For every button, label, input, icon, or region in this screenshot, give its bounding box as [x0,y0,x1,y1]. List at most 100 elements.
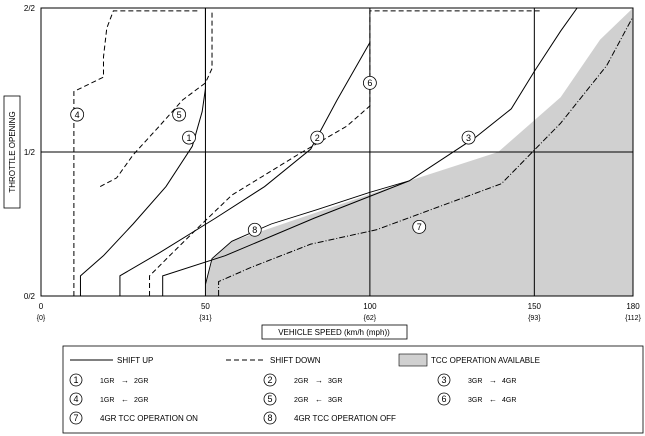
legend: SHIFT UP SHIFT DOWN TCC OPERATION AVAILABL… [62,345,644,434]
legend-item-circle [263,373,277,387]
legend-shift-up-label: SHIFT UP [117,356,153,365]
series-line-6 [149,10,541,296]
legend-item-num: 4 [73,394,78,404]
marker-label: 8 [252,225,257,235]
series-line-1 [79,8,206,296]
plot-area: 1 2 3 4 5 6 7 8 [40,7,634,297]
legend-item-num: 2 [267,375,272,385]
x-tick-label: 0 [39,302,44,311]
series-marker-6: 6 [362,75,377,90]
legend-item-to: 2GR [134,378,148,385]
legend-box [62,345,644,434]
x-tick-label: 100 [363,302,377,311]
legend-item-num: 3 [441,375,446,385]
marker-circle [172,107,187,122]
legend-item-to: 2GR [134,397,148,404]
legend-item-circle [437,392,451,406]
marker-label: 6 [367,78,372,88]
legend-item-arrow: → [489,376,497,385]
series-line-2 [119,42,371,296]
y-tick-label: 1/2 [24,148,36,157]
legend-item-1: 1 1GR → 2GR [69,373,148,387]
legend-item-from: 1GR [100,378,114,385]
legend-item-circle [69,392,83,406]
legend-item-num: 1 [73,375,78,385]
legend-item-5: 5 2GR ← 3GR [263,392,342,406]
series-line-8 [205,180,410,285]
marker-circle [412,219,427,234]
x-tick-label: 180 [626,302,640,311]
marker-circle [310,130,325,145]
x-tick-label: 50 [201,302,210,311]
legend-item-3: 3 3GR → 4GR [437,373,516,387]
y-axis-title: THROTTLE OPENING [3,95,21,209]
x-axis-title-box [261,324,408,340]
marker-label: 5 [177,110,182,120]
legend-item-circle [69,373,83,387]
x-tick-label: 150 [528,302,542,311]
marker-label: 4 [75,110,80,120]
legend-item-num: 6 [441,394,446,404]
legend-item-from: 1GR [100,397,114,404]
legend-item-arrow: ← [121,395,129,404]
legend-item-to: 4GR [502,397,516,404]
marker-circle [182,130,196,145]
marker-circle [461,130,476,145]
legend-item-arrow: → [315,376,323,385]
marker-label: 1 [186,133,191,143]
series-marker-8: 8 [247,222,262,237]
series-marker-3: 3 [461,130,476,145]
legend-item-circle [263,411,277,425]
legend-item-num: 7 [73,413,78,423]
legend-item-text: 4GR TCC OPERATION OFF [294,414,396,423]
x-tick-sublabel: {31} [199,315,212,322]
legend-item-arrow: ← [489,395,497,404]
series-marker-2: 2 [310,130,325,145]
legend-tcc-label: TCC OPERATION AVAILABLE [431,356,540,365]
marker-circle [70,107,85,122]
tcc-region [205,8,633,296]
legend-item-from: 2GR [294,397,308,404]
x-tick-sublabel: {93} [528,315,541,322]
legend-item-arrow: → [121,376,129,385]
legend-item-4: 4 1GR ← 2GR [69,392,148,406]
legend-item-text: 4GR TCC OPERATION ON [100,414,198,423]
series-marker-7: 7 [412,219,427,234]
legend-item-from: 3GR [468,378,482,385]
x-axis-title-text: VEHICLE SPEED (km/h (mph)) [278,328,390,337]
series-line-5 [99,10,213,188]
legend-item-to: 4GR [502,378,516,385]
y-tick-label: 0/2 [24,292,36,301]
marker-label: 2 [315,133,320,143]
legend-item-from: 3GR [468,397,482,404]
series-marker-5: 5 [172,107,187,122]
legend-item-circle [263,392,277,406]
x-tick-sublabel: {62} [364,315,377,322]
marker-label: 7 [417,222,422,232]
series-line-4 [73,10,199,296]
legend-item-num: 8 [267,413,272,423]
legend-item-from: 2GR [294,378,308,385]
series-marker-1: 1 [182,130,196,145]
legend-item-7: 7 4GR TCC OPERATION ON [69,411,198,425]
y-axis-title-box [3,95,21,209]
marker-label: 3 [466,133,471,143]
legend-item-8: 8 4GR TCC OPERATION OFF [263,411,396,425]
axes: 0/2 1/2 2/2 THROTTLE OPENING 0 {0} 50 {31} 100 {6… [3,4,642,340]
series-line-7 [218,16,634,296]
legend-item-2: 2 2GR → 3GR [263,373,342,387]
legend-tcc-swatch [398,353,428,367]
y-tick-label: 2/2 [24,4,36,13]
x-tick-sublabel: {0} [37,315,46,322]
marker-circle [247,222,262,237]
series-marker-4: 4 [70,107,85,122]
legend-item-to: 3GR [328,378,342,385]
legend-item-num: 5 [267,394,272,404]
legend-item-arrow: ← [315,395,323,404]
legend-item-circle [69,411,83,425]
legend-shift-down-label: SHIFT DOWN [270,356,321,365]
legend-item-6: 6 3GR ← 4GR [437,392,516,406]
x-tick-sublabel: {112} [625,315,641,322]
legend-item-circle [437,373,451,387]
